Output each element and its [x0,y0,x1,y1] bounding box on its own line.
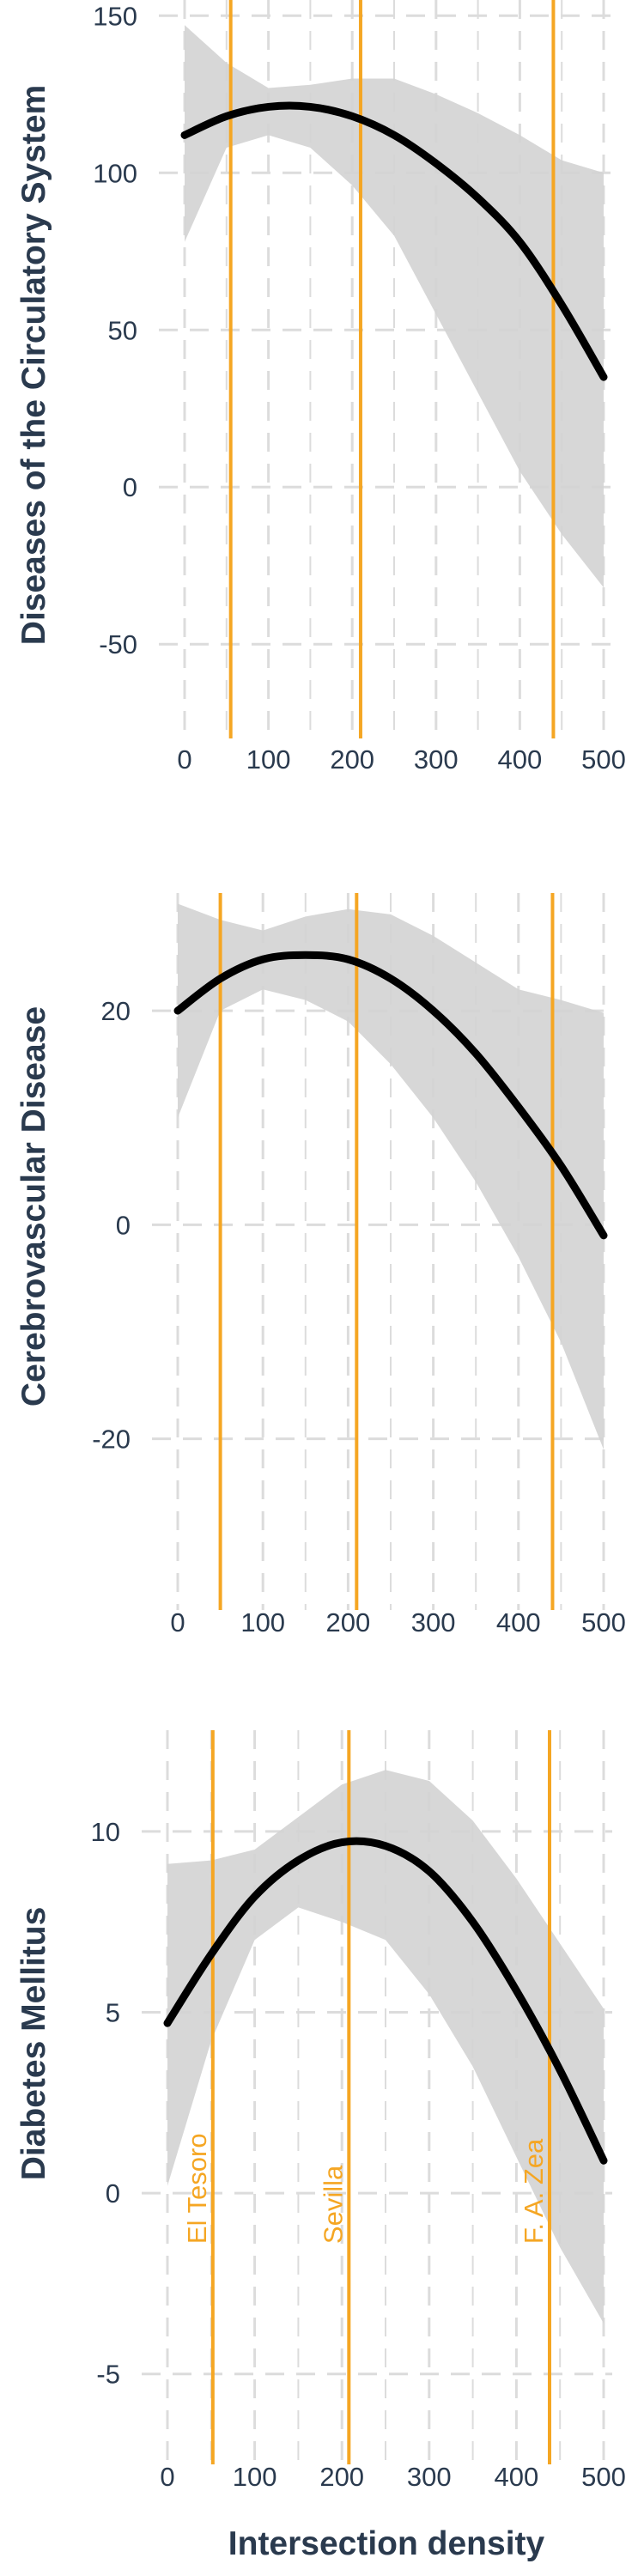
reference-label: F. A. Zea [519,2138,549,2244]
y-axis-title: Cerebrovascular Disease [15,1006,52,1406]
x-tick-label: 100 [240,1607,285,1637]
reference-label: Sevilla [318,2165,348,2244]
reference-lines: El Tesoro Sevilla F. A. Zea [182,1730,552,2464]
y-tick-label: 0 [116,1210,131,1240]
panel-diabetes: El Tesoro Sevilla F. A. Zea 0 100 200 300 400 5… [15,1730,626,2562]
x-tick-label: 0 [170,1607,185,1637]
axes: 0 100 200 300 400 500 -20 0 20 [92,996,626,1637]
x-tick-label: 300 [407,2462,452,2492]
confidence-band [178,903,604,1450]
x-tick-label: 400 [495,2462,539,2492]
x-tick-label: 100 [233,2462,277,2492]
reference-label: El Tesoro [182,2133,212,2244]
y-tick-label: 10 [91,1817,120,1847]
y-tick-label: 50 [108,315,137,345]
y-tick-label: -20 [92,1425,131,1455]
y-tick-label: -5 [96,2360,120,2390]
confidence-ribbon [167,1770,604,2324]
fit-line [180,101,608,381]
x-tick-label: 100 [246,744,291,775]
x-tick-label: 0 [177,744,191,775]
fit-curve [163,1837,608,2165]
x-tick-label: 400 [498,744,543,775]
x-tick-label: 500 [581,1607,626,1637]
fit-curve [173,951,608,1240]
axes: 0 100 200 300 400 500 -5 0 5 10 [91,1817,626,2492]
panel-circulatory: 0 100 200 300 400 500 -50 0 50 100 150 Diseases of… [15,0,626,775]
fit-curve [180,101,608,381]
x-tick-label: 200 [319,2462,364,2492]
x-tick-label: 200 [326,1607,371,1637]
x-tick-label: 300 [414,744,459,775]
y-tick-label: 150 [93,1,137,31]
x-tick-label: 0 [160,2462,174,2492]
x-tick-label: 300 [411,1607,456,1637]
confidence-ribbon [178,903,604,1450]
y-tick-label: 0 [106,2178,120,2208]
confidence-band [185,25,604,588]
x-tick-label: 200 [330,744,374,775]
y-tick-label: 5 [106,1998,120,2028]
y-tick-label: 100 [93,158,137,188]
y-axis-title: Diseases of the Circulatory System [15,85,52,645]
x-tick-label: 500 [581,744,626,775]
confidence-ribbon [185,25,604,588]
y-tick-label: -50 [99,629,137,659]
axes: 0 100 200 300 400 500 -50 0 50 100 150 [93,1,626,775]
reference-lines [218,893,555,1610]
x-axis-title: Intersection density [228,2525,545,2562]
x-tick-label: 400 [496,1607,541,1637]
fit-line [163,1837,608,2165]
y-axis-title: Diabetes Mellitus [15,1907,52,2181]
confidence-band [167,1770,604,2324]
y-tick-label: 0 [123,472,137,502]
fit-line [173,951,608,1240]
x-tick-label: 500 [581,2462,626,2492]
y-tick-label: 20 [101,996,131,1026]
panel-cerebrovascular: 0 100 200 300 400 500 -20 0 20 Cerebrovascular D… [15,893,626,1637]
